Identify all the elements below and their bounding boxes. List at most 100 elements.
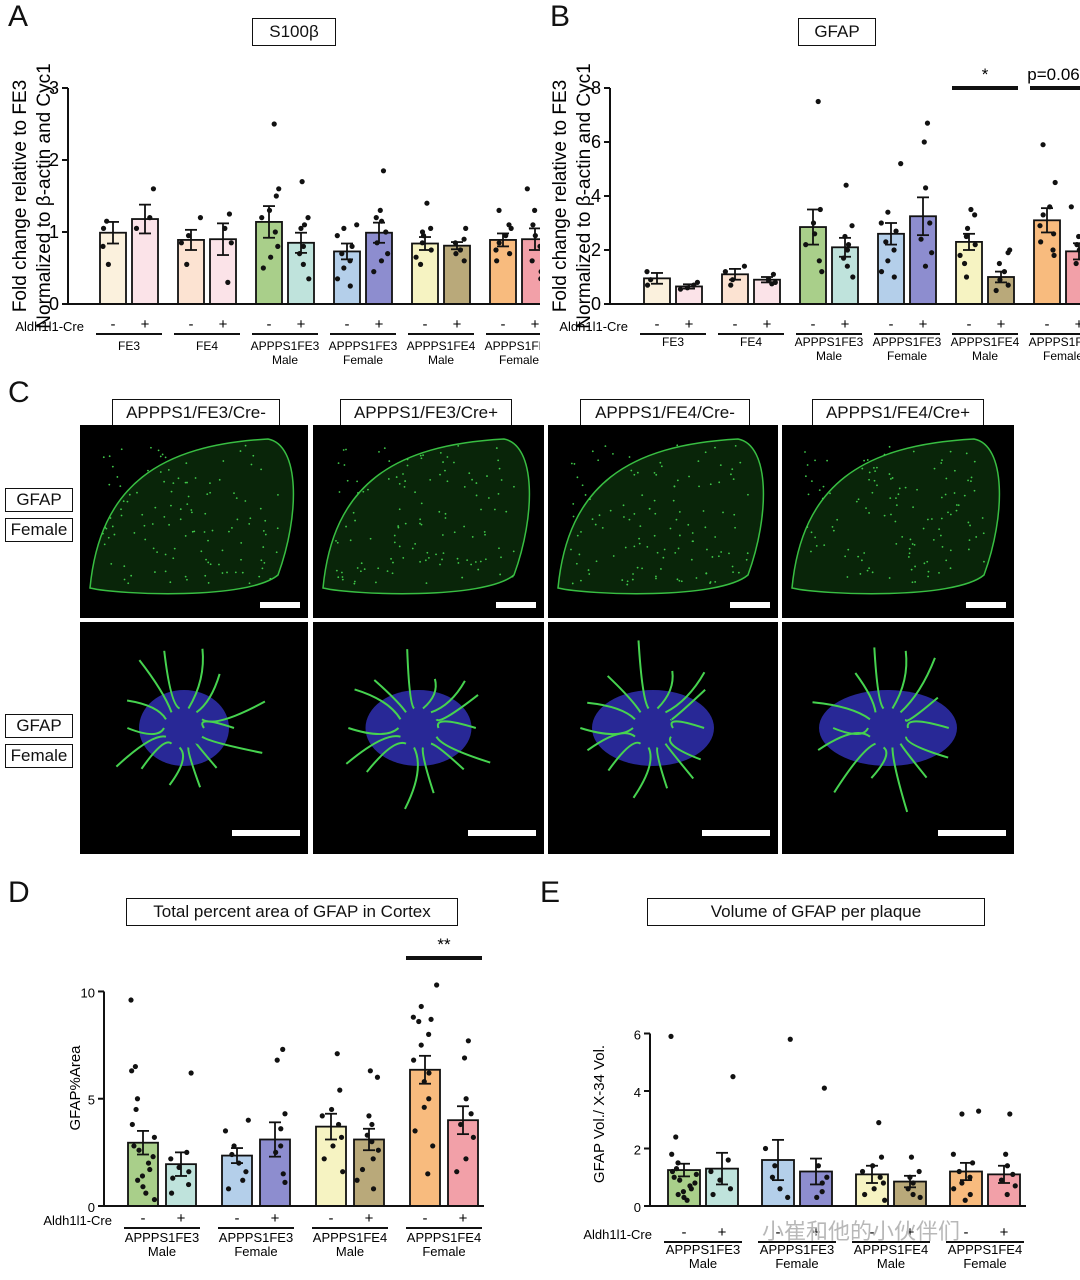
- gfap-signal-dot: [945, 477, 948, 480]
- chart-d-data-point: [366, 1113, 372, 1119]
- chart-d-data-point: [280, 1046, 286, 1052]
- gfap-signal-dot: [814, 536, 817, 539]
- gfap-signal-dot: [427, 557, 430, 559]
- astrocyte-process: [905, 736, 949, 759]
- row2-label-gfap: GFAP: [5, 714, 73, 738]
- chart-b-data-point: [1001, 269, 1007, 275]
- chart-d-y-tick-label: 5: [88, 1093, 95, 1108]
- gfap-signal-dot: [633, 473, 636, 476]
- row1-label-gfap: GFAP: [5, 488, 73, 512]
- astrocyte-process: [899, 743, 928, 779]
- gfap-signal-dot: [719, 464, 722, 466]
- gfap-signal-dot: [622, 504, 625, 507]
- gfap-signal-dot: [456, 557, 459, 560]
- chart-e-data-point: [1007, 1111, 1013, 1117]
- gfap-signal-dot: [711, 556, 714, 558]
- gfap-signal-dot: [580, 531, 582, 533]
- gfap-signal-dot: [386, 570, 389, 572]
- chart-b-y-tick-label: 8: [591, 78, 601, 98]
- chart-b-data-point: [1038, 239, 1044, 245]
- chart-e-data-point: [688, 1186, 694, 1192]
- gfap-signal-dot: [597, 459, 600, 462]
- chart-a-data-point: [377, 207, 383, 213]
- gfap-signal-dot: [957, 504, 960, 507]
- gfap-signal-dot: [846, 576, 849, 578]
- gfap-signal-dot: [209, 491, 212, 494]
- gfap-signal-dot: [653, 499, 656, 502]
- astrocyte-process: [345, 735, 401, 765]
- gfap-signal-dot: [269, 577, 272, 580]
- chart-d-data-point: [236, 1160, 242, 1166]
- chart-e-data-point: [693, 1171, 699, 1177]
- chart-b-cre-sign: +: [1075, 316, 1080, 333]
- gfap-signal-dot: [641, 567, 643, 570]
- gfap-signal-dot: [863, 459, 865, 462]
- gfap-signal-dot: [397, 526, 400, 529]
- astrocyte-process: [906, 720, 950, 729]
- gfap-signal-dot: [442, 461, 444, 463]
- astrocyte-process: [422, 678, 437, 710]
- gfap-signal-dot: [646, 545, 649, 548]
- chart-b-data-point: [844, 263, 850, 269]
- chart-d-data-point: [150, 1154, 156, 1160]
- gfap-signal-dot: [895, 497, 897, 499]
- gfap-signal-dot: [733, 513, 736, 516]
- gfap-signal-dot: [927, 575, 930, 578]
- gfap-signal-dot: [907, 556, 910, 558]
- chart-b-data-point: [972, 242, 978, 248]
- chart-a-data-point: [419, 229, 426, 235]
- gfap-signal-dot: [898, 487, 901, 490]
- chart-b-data-point: [677, 286, 684, 292]
- gfap-plaque-image: [548, 622, 778, 854]
- chart-d-data-point: [136, 1147, 142, 1153]
- chart-b-data-point: [893, 228, 899, 234]
- gfap-signal-dot: [941, 545, 944, 548]
- chart-d-data-point: [426, 1096, 432, 1102]
- gfap-signal-dot: [453, 531, 456, 534]
- astrocyte-process: [404, 747, 419, 810]
- gfap-signal-dot: [836, 518, 839, 521]
- gfap-signal-dot: [890, 513, 892, 516]
- chart-d-data-point: [147, 1166, 153, 1173]
- chart-d-cre-sign: +: [365, 1210, 374, 1227]
- gfap-signal-dot: [573, 463, 576, 465]
- gfap-signal-dot: [883, 514, 886, 517]
- gfap-signal-dot: [714, 536, 717, 538]
- chart-a-data-point: [133, 225, 140, 231]
- gfap-signal-dot: [357, 492, 359, 494]
- gfap-signal-dot: [628, 456, 631, 458]
- chart-a-data-point: [379, 218, 385, 224]
- gfap-signal-dot: [480, 508, 482, 511]
- gfap-signal-dot: [891, 477, 894, 479]
- gfap-signal-dot: [895, 542, 898, 545]
- panel-letter-d: D: [8, 876, 30, 909]
- gfap-signal-dot: [874, 470, 877, 473]
- gfap-signal-dot: [868, 471, 871, 474]
- gfap-signal-dot: [821, 497, 824, 500]
- chart-d-data-point: [421, 1104, 427, 1110]
- chart-a-data-point: [453, 251, 459, 257]
- brain-section-outline: [322, 438, 531, 595]
- astrocyte-process: [812, 701, 871, 721]
- gfap-signal-dot: [731, 468, 734, 471]
- gfap-signal-dot: [403, 485, 406, 488]
- gfap-signal-dot: [200, 550, 203, 553]
- gfap-plaque-image: [313, 622, 544, 854]
- gfap-signal-dot: [857, 555, 860, 558]
- gfap-signal-dot: [203, 531, 206, 533]
- gfap-signal-dot: [414, 491, 416, 494]
- chart-e-data-point: [772, 1163, 778, 1169]
- gfap-signal-dot: [362, 490, 365, 493]
- chart-b-data-point: [885, 209, 891, 215]
- chart-d-cre-sign: -: [235, 1210, 240, 1227]
- gfap-signal-dot: [228, 530, 230, 533]
- gfap-signal-dot: [441, 534, 444, 536]
- chart-e-data-point: [1004, 1191, 1010, 1198]
- gfap-signal-dot: [391, 572, 394, 575]
- gfap-signal-dot: [638, 542, 641, 545]
- chart-d-data-point: [278, 1126, 284, 1132]
- gfap-signal-dot: [806, 526, 809, 528]
- gfap-signal-dot: [144, 538, 147, 541]
- gfap-signal-dot: [356, 567, 359, 569]
